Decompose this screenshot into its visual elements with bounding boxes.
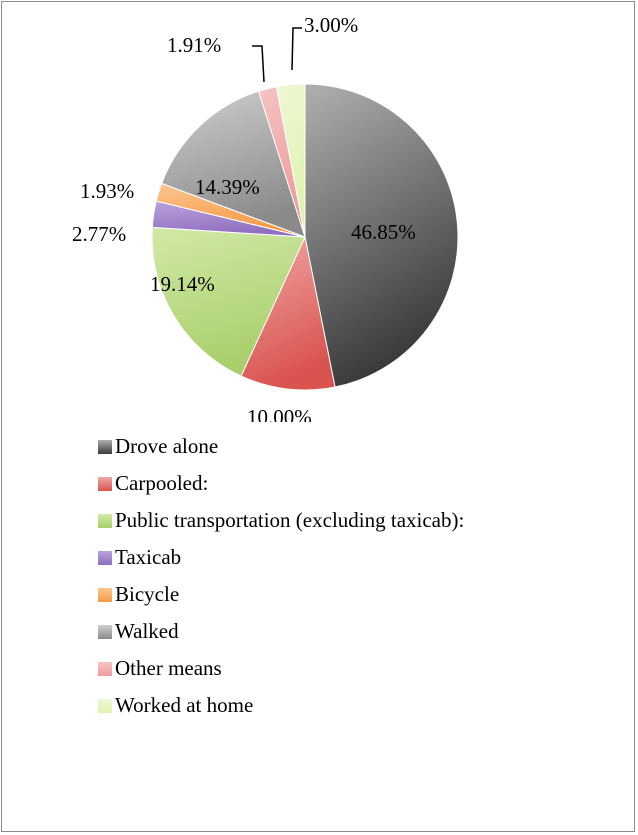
legend-swatch: [98, 550, 112, 565]
legend-swatch: [98, 476, 112, 491]
slice-label-2: 19.14%: [150, 272, 215, 296]
slice-label-6: 1.91%: [167, 33, 221, 57]
legend-label: Carpooled:: [115, 471, 209, 495]
legend: Drove alone Carpooled: Public transportati…: [98, 428, 464, 724]
slice-label-0: 46.85%: [351, 220, 416, 244]
legend-item: Public transportation (excluding taxicab…: [98, 502, 464, 539]
legend-label: Other means: [115, 656, 222, 680]
legend-swatch: [98, 661, 112, 676]
legend-label: Drove alone: [115, 434, 219, 458]
pie-slice-public-transportation-excluding-taxicab: [151, 226, 306, 377]
legend-label: Public transportation (excluding taxicab…: [115, 508, 465, 532]
pie-chart: 46.85% 10.00% 19.14% 2.77% 1.93% 14.39% 1.91% 3…: [72, 13, 459, 422]
pie-slices: [151, 83, 459, 391]
slice-label-7: 3.00%: [304, 13, 358, 37]
legend-label: Taxicab: [115, 545, 182, 569]
legend-item: Taxicab: [98, 539, 464, 576]
leader-lines: [252, 27, 302, 83]
slice-label-3: 2.77%: [72, 222, 126, 246]
slice-label-4: 1.93%: [80, 179, 134, 203]
slice-label-5: 14.39%: [195, 175, 260, 199]
legend-swatch: [98, 698, 112, 713]
pie-slice-walked: [161, 90, 306, 238]
pie-slice-carpooled: [240, 235, 336, 391]
legend-swatch: [98, 513, 112, 528]
legend-swatch: [98, 587, 112, 602]
legend-item: Worked at home: [98, 687, 464, 724]
leader-line-6: [252, 45, 265, 83]
legend-label: Walked: [115, 619, 179, 643]
slice-label-1: 10.00%: [247, 405, 312, 422]
slice-labels: 46.85% 10.00% 19.14% 2.77% 1.93% 14.39% 1.91% 3…: [72, 13, 416, 422]
legend-item: Other means: [98, 650, 464, 687]
legend-item: Bicycle: [98, 576, 464, 613]
pie-slice-drove-alone: [304, 83, 459, 388]
legend-item: Drove alone: [98, 428, 464, 465]
legend-swatch: [98, 624, 112, 639]
legend-label: Worked at home: [115, 693, 254, 717]
legend-label: Bicycle: [115, 582, 180, 606]
legend-item: Carpooled:: [98, 465, 464, 502]
leader-line-7: [291, 27, 302, 71]
legend-swatch: [98, 439, 112, 454]
legend-item: Walked: [98, 613, 464, 650]
pie-slice-worked-at-home: [275, 83, 306, 238]
